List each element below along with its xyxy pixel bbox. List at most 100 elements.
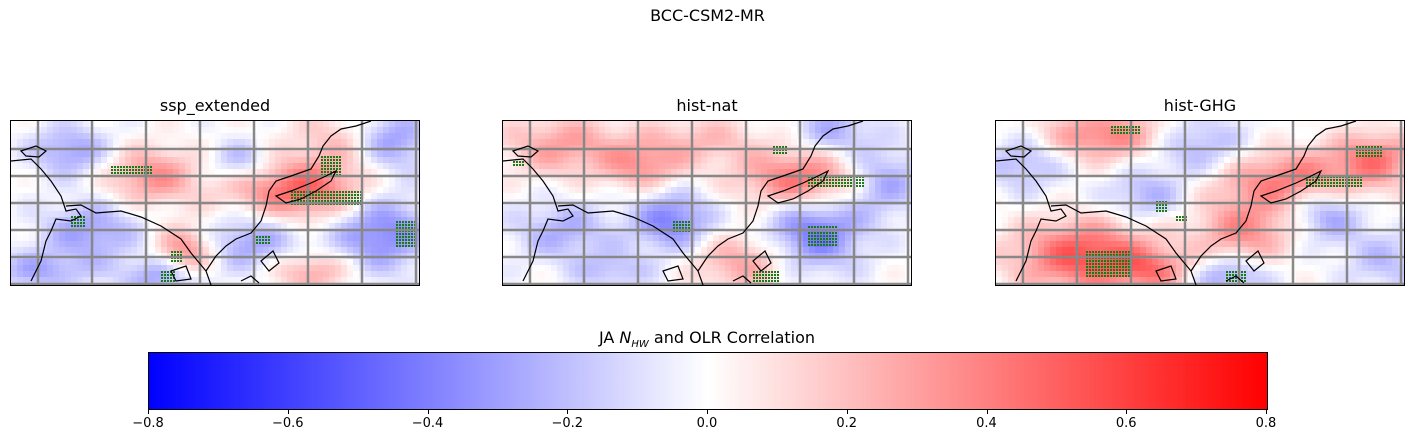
field-cell — [317, 259, 324, 266]
field-cell — [47, 277, 54, 284]
field-cell — [221, 127, 228, 134]
field-cell — [557, 133, 564, 140]
field-cell — [1338, 163, 1345, 170]
field-cell — [335, 205, 342, 212]
significance-marker — [408, 245, 410, 247]
field-cell — [395, 247, 402, 254]
field-cell — [275, 229, 282, 236]
field-cell — [1368, 133, 1375, 140]
field-cell — [137, 133, 144, 140]
field-cell — [179, 133, 186, 140]
field-cell — [329, 265, 336, 272]
field-cell — [137, 139, 144, 146]
field-cell — [539, 235, 546, 242]
significance-marker — [123, 172, 125, 174]
field-cell — [821, 121, 828, 128]
field-cell — [839, 241, 846, 248]
field-cell — [875, 175, 882, 182]
significance-marker — [129, 172, 131, 174]
field-cell — [887, 211, 894, 218]
field-cell — [161, 157, 168, 164]
field-cell — [155, 181, 162, 188]
field-cell — [95, 271, 102, 278]
field-cell — [701, 187, 708, 194]
field-cell — [641, 259, 648, 266]
field-cell — [731, 163, 738, 170]
field-cell — [179, 181, 186, 188]
field-cell — [881, 241, 888, 248]
field-cell — [389, 127, 396, 134]
significance-marker — [164, 280, 166, 282]
field-cell — [263, 181, 270, 188]
field-cell — [329, 157, 336, 164]
significance-marker — [300, 200, 302, 202]
field-cell — [737, 235, 744, 242]
field-cell — [173, 151, 180, 158]
field-cell — [521, 235, 528, 242]
field-cell — [1092, 121, 1099, 128]
field-cell — [1038, 163, 1045, 170]
field-cell — [371, 223, 378, 230]
field-cell — [11, 241, 18, 248]
field-cell — [311, 151, 318, 158]
field-cell — [587, 157, 594, 164]
field-cell — [719, 127, 726, 134]
significance-marker — [324, 171, 326, 173]
field-cell — [1086, 151, 1093, 158]
field-cell — [1110, 163, 1117, 170]
field-cell — [755, 121, 762, 128]
significance-marker — [300, 191, 302, 193]
field-cell — [365, 187, 372, 194]
field-cell — [899, 211, 906, 218]
significance-marker — [167, 280, 169, 282]
significance-marker — [324, 156, 326, 158]
field-cell — [59, 127, 66, 134]
field-cell — [653, 271, 660, 278]
field-cell — [761, 187, 768, 194]
field-cell — [1380, 133, 1387, 140]
significance-marker — [303, 191, 305, 193]
field-cell — [17, 133, 24, 140]
field-cell — [803, 169, 810, 176]
field-cell — [677, 181, 684, 188]
field-cell — [563, 217, 570, 224]
field-cell — [1092, 163, 1099, 170]
field-cell — [773, 277, 780, 284]
field-cell — [1356, 157, 1363, 164]
field-cell — [785, 247, 792, 254]
field-cell — [227, 223, 234, 230]
field-cell — [1140, 157, 1147, 164]
field-cell — [533, 265, 540, 272]
field-cell — [773, 259, 780, 266]
field-cell — [125, 247, 132, 254]
field-cell — [269, 259, 276, 266]
field-cell — [869, 265, 876, 272]
field-cell — [41, 181, 48, 188]
field-cell — [641, 247, 648, 254]
field-cell — [281, 205, 288, 212]
field-cell — [209, 163, 216, 170]
significance-marker — [312, 194, 314, 196]
field-cell — [659, 169, 666, 176]
field-cell — [293, 193, 300, 200]
field-cell — [521, 229, 528, 236]
field-cell — [401, 235, 408, 242]
field-cell — [653, 175, 660, 182]
field-cell — [287, 133, 294, 140]
field-cell — [875, 127, 882, 134]
field-cell — [269, 151, 276, 158]
field-cell — [677, 235, 684, 242]
field-cell — [335, 235, 342, 242]
field-cell — [275, 265, 282, 272]
field-cell — [227, 139, 234, 146]
field-cell — [407, 229, 414, 236]
field-cell — [839, 169, 846, 176]
significance-marker — [811, 182, 813, 184]
field-cell — [17, 139, 24, 146]
significance-marker — [74, 216, 76, 218]
field-cell — [161, 247, 168, 254]
field-cell — [515, 193, 522, 200]
field-cell — [299, 121, 306, 128]
field-cell — [671, 259, 678, 266]
field-cell — [161, 187, 168, 194]
